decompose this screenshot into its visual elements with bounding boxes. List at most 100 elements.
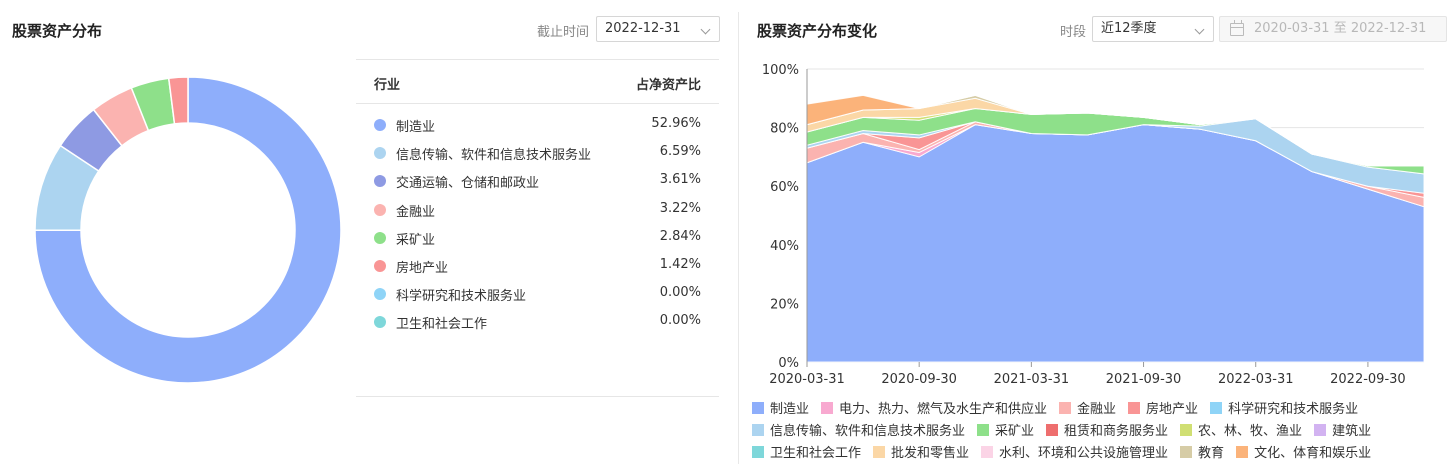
legend-item[interactable]: 电力、热力、燃气及水生产和供应业	[821, 398, 1047, 417]
y-tick-label: 60%	[770, 180, 799, 195]
table-row: 采矿业 2.84%	[356, 223, 719, 251]
table-row: 科学研究和技术服务业 0.00%	[356, 279, 719, 307]
chevron-down-icon	[700, 24, 711, 35]
legend-label: 教育	[1198, 446, 1225, 461]
legend-swatch	[1128, 402, 1141, 414]
legend-label: 电力、热力、燃气及水生产和供应业	[839, 402, 1048, 417]
header-ratio: 占净资产比	[635, 78, 701, 93]
y-tick-label: 80%	[770, 122, 799, 137]
industry-ratio: 6.59%	[659, 144, 701, 160]
area-panel-title: 股票资产分布变化	[757, 22, 878, 40]
range-start: 2020-03-31	[1254, 21, 1330, 36]
legend-label: 租赁和商务服务业	[1064, 424, 1169, 439]
table-row: 信息传输、软件和信息技术服务业 6.59%	[356, 138, 719, 166]
table-row: 制造业 52.96%	[356, 110, 719, 138]
legend-item[interactable]: 教育	[1180, 442, 1224, 461]
header-industry: 行业	[374, 78, 401, 93]
x-tick-label: 2022-03-31	[1218, 372, 1294, 387]
industry-ratio: 3.61%	[659, 172, 701, 188]
legend-dot	[374, 203, 386, 216]
legend-label: 建筑业	[1332, 424, 1372, 439]
legend-swatch	[981, 446, 994, 458]
legend-dot	[374, 119, 386, 131]
legend-item[interactable]: 科学研究和技术服务业	[1210, 398, 1358, 417]
legend-item[interactable]: 文化、体育和娱乐业	[1236, 442, 1371, 461]
legend-item[interactable]: 采矿业	[977, 420, 1034, 439]
industry-name: 金融业	[396, 204, 436, 220]
chevron-down-icon	[1194, 24, 1205, 35]
table-bottom-divider	[356, 396, 719, 397]
industry-ratio: 0.00%	[659, 313, 701, 329]
legend-swatch	[1059, 402, 1072, 414]
legend-dot	[374, 259, 386, 272]
legend-row: 信息传输、软件和信息技术服务业 采矿业 租赁和商务服务业 农、林、牧、渔业 建筑业	[752, 420, 1442, 442]
industry-name: 制造业	[396, 120, 436, 135]
legend-swatch	[1180, 424, 1193, 436]
y-tick-label: 0%	[778, 356, 799, 371]
legend-swatch	[977, 424, 990, 436]
legend-dot	[374, 316, 386, 329]
legend-label: 金融业	[1077, 402, 1117, 417]
legend-label: 房地产业	[1146, 402, 1199, 417]
legend-label: 文化、体育和娱乐业	[1254, 446, 1372, 461]
legend-label: 水利、环境和公共设施管理业	[999, 446, 1169, 461]
legend-label: 科学研究和技术服务业	[1228, 402, 1359, 417]
period-select[interactable]: 近12季度	[1092, 16, 1214, 42]
y-tick-label: 100%	[762, 63, 799, 78]
legend-item[interactable]: 制造业	[752, 398, 809, 417]
industry-name: 交通运输、仓储和邮政业	[396, 176, 540, 192]
calendar-icon	[1230, 20, 1244, 36]
industry-name: 采矿业	[396, 232, 436, 248]
legend-item[interactable]: 信息传输、软件和信息技术服务业	[752, 420, 965, 439]
legend-swatch	[1314, 424, 1327, 436]
legend-item[interactable]: 租赁和商务服务业	[1046, 420, 1168, 439]
cutoff-date-select[interactable]: 2022-12-31	[596, 16, 720, 42]
x-tick-label: 2022-09-30	[1330, 372, 1406, 387]
industry-donut-chart	[34, 76, 342, 384]
x-tick-label: 2020-03-31	[769, 372, 845, 387]
industry-ratio: 2.84%	[659, 228, 701, 244]
cutoff-date-label: 截止时间	[537, 25, 590, 40]
legend-item[interactable]: 水利、环境和公共设施管理业	[981, 442, 1168, 461]
legend-swatch	[873, 446, 886, 458]
table-row: 交通运输、仓储和邮政业 3.61%	[356, 166, 719, 194]
legend-item[interactable]: 批发和零售业	[873, 442, 969, 461]
table-row: 房地产业 1.42%	[356, 251, 719, 279]
legend-swatch	[1046, 424, 1059, 436]
legend-item[interactable]: 卫生和社会工作	[752, 442, 861, 461]
industry-table: 行业 占净资产比 制造业 52.96% 信息传输、软件和信息技术服务业 6.59% 交通…	[356, 59, 719, 336]
cutoff-date-value: 2022-12-31	[605, 21, 681, 36]
donut-panel-title: 股票资产分布	[12, 22, 103, 40]
legend-swatch	[821, 402, 834, 414]
legend-item[interactable]: 房地产业	[1128, 398, 1198, 417]
date-range-picker[interactable]: 2020-03-31 至 2022-12-31	[1219, 16, 1447, 42]
legend-dot	[374, 231, 386, 244]
legend-label: 卫生和社会工作	[770, 446, 862, 461]
industry-name: 卫生和社会工作	[396, 317, 488, 333]
legend-row: 卫生和社会工作 批发和零售业 水利、环境和公共设施管理业 教育 文化、体育和娱乐业	[752, 442, 1442, 464]
y-tick-label: 20%	[770, 297, 799, 312]
period-label: 时段	[1060, 25, 1087, 40]
industry-ratio: 3.22%	[659, 200, 701, 216]
legend-item[interactable]: 建筑业	[1314, 420, 1371, 439]
legend-item[interactable]: 农、林、牧、渔业	[1180, 420, 1302, 439]
table-row: 金融业 3.22%	[356, 195, 719, 223]
x-tick-label: 2021-09-30	[1106, 372, 1182, 387]
industry-ratio: 1.42%	[659, 256, 701, 272]
stacked-area-chart: 0% 20% 40% 60% 80% 100% 2020-03-31 2020-09-30 20…	[762, 63, 1425, 387]
legend-label: 采矿业	[995, 424, 1035, 439]
donut-slice[interactable]	[34, 76, 342, 384]
donut-slice[interactable]	[167, 76, 189, 125]
legend-item[interactable]: 金融业	[1059, 398, 1116, 417]
industry-ratio: 0.00%	[659, 285, 701, 301]
legend-row: 制造业 电力、热力、燃气及水生产和供应业 金融业 房地产业 科学研究和技术服务业	[752, 398, 1442, 420]
legend-swatch	[752, 446, 764, 458]
legend-swatch	[752, 424, 764, 436]
period-value: 近12季度	[1101, 21, 1157, 36]
area-series[interactable]	[806, 94, 1424, 167]
legend-swatch	[752, 402, 764, 414]
industry-name: 信息传输、软件和信息技术服务业	[396, 148, 592, 164]
legend-dot	[374, 175, 386, 188]
table-row: 卫生和社会工作 0.00%	[356, 307, 719, 335]
industry-ratio: 52.96%	[651, 116, 701, 131]
